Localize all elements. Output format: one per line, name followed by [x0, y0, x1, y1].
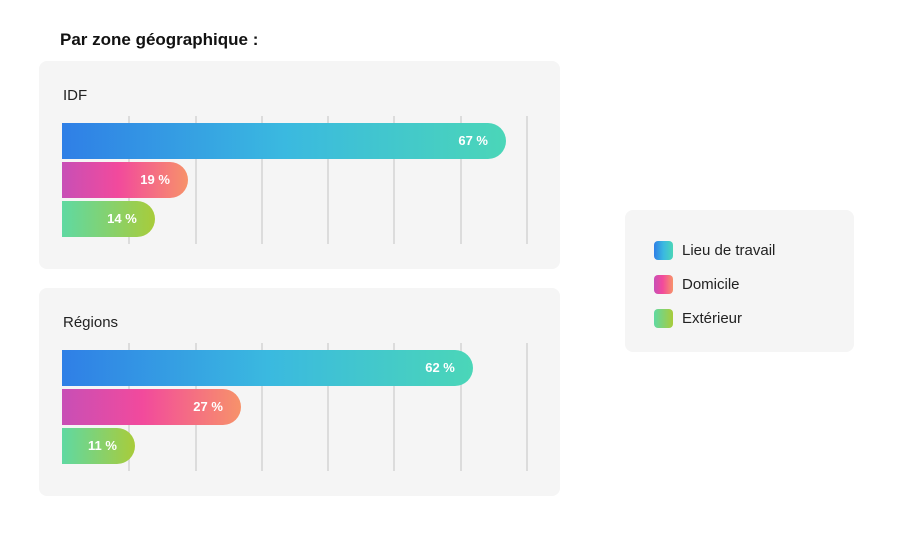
bar-exterior: 14 % — [62, 201, 155, 237]
bar-work: 67 % — [62, 123, 506, 159]
bar-value-label: 67 % — [458, 133, 488, 148]
bar-exterior: 11 % — [62, 428, 135, 464]
bar-value-label: 14 % — [107, 211, 137, 226]
gridline — [194, 116, 197, 244]
bar-value-label: 27 % — [193, 399, 223, 414]
chart-title-regions: Régions — [63, 314, 119, 331]
gridline — [327, 343, 330, 471]
legend-swatch-exterior — [654, 308, 673, 328]
bar-home: 27 % — [62, 389, 241, 425]
gridline — [459, 343, 462, 471]
chart-panel-regions: Régions 62 % 27 % 11 % — [39, 288, 560, 496]
legend-item-work: Lieu de travail — [654, 240, 775, 260]
plot-area-regions: 62 % 27 % 11 % — [62, 343, 552, 471]
legend-label-home: Domicile — [682, 275, 740, 293]
legend-item-home: Domicile — [654, 274, 740, 294]
legend-label-exterior: Extérieur — [682, 309, 743, 327]
bar-work: 62 % — [62, 350, 473, 386]
gridline — [327, 116, 330, 244]
gridline — [525, 116, 528, 244]
gridline — [459, 116, 462, 244]
section-title: Par zone géographique : — [60, 30, 259, 49]
bar-value-label: 11 % — [87, 438, 117, 453]
bar-value-label: 19 % — [140, 172, 170, 187]
legend-label-work: Lieu de travail — [682, 241, 776, 259]
legend-item-exterior: Extérieur — [654, 308, 742, 328]
gridline — [525, 343, 528, 471]
bar-home: 19 % — [62, 162, 188, 198]
gridline — [260, 116, 263, 244]
gridline — [393, 343, 396, 471]
legend-swatch-work — [654, 240, 673, 260]
chart-panel-idf: IDF 67 % 19 % 14 % — [39, 61, 560, 269]
gridline — [260, 343, 263, 471]
chart-title-idf: IDF — [63, 87, 88, 104]
legend: Lieu de travail Domicile Extérieur — [625, 210, 854, 352]
bar-value-label: 62 % — [425, 360, 455, 375]
legend-swatch-home — [654, 274, 673, 294]
plot-area-idf: 67 % 19 % 14 % — [62, 116, 552, 244]
gridline — [393, 116, 396, 244]
